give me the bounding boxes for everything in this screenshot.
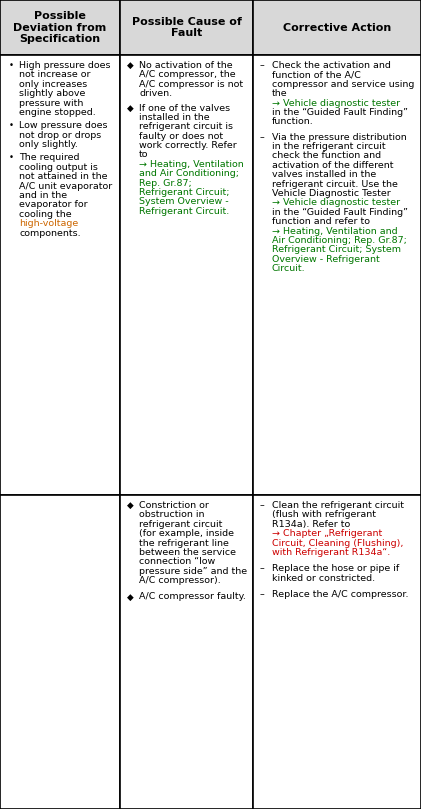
Text: Replace the hose or pipe if: Replace the hose or pipe if xyxy=(272,565,399,574)
Text: the: the xyxy=(272,89,288,98)
Text: components.: components. xyxy=(19,228,81,238)
Text: in the “Guided Fault Finding”: in the “Guided Fault Finding” xyxy=(272,208,408,217)
Text: high-voltage: high-voltage xyxy=(19,219,78,228)
Text: with Refrigerant R134a“.: with Refrigerant R134a“. xyxy=(272,548,390,557)
Text: (flush with refrigerant: (flush with refrigerant xyxy=(272,510,376,519)
Text: (for example, inside: (for example, inside xyxy=(139,529,234,538)
Text: refrigerant circuit. Use the: refrigerant circuit. Use the xyxy=(272,180,398,188)
Text: Refrigerant Circuit;: Refrigerant Circuit; xyxy=(139,188,229,197)
Text: to: to xyxy=(139,150,149,159)
Text: Refrigerant Circuit; System: Refrigerant Circuit; System xyxy=(272,245,401,254)
Text: → Chapter „Refrigerant: → Chapter „Refrigerant xyxy=(272,529,382,538)
Text: No activation of the: No activation of the xyxy=(139,61,233,70)
Text: between the service: between the service xyxy=(139,548,236,557)
Text: connection “low: connection “low xyxy=(139,557,215,566)
Text: Vehicle Diagnostic Tester: Vehicle Diagnostic Tester xyxy=(272,189,391,198)
Text: Circuit, Cleaning (Flushing),: Circuit, Cleaning (Flushing), xyxy=(272,539,403,548)
Bar xyxy=(253,0,421,55)
Text: activation of the different: activation of the different xyxy=(272,161,394,170)
Text: function and refer to: function and refer to xyxy=(272,217,370,227)
Text: •: • xyxy=(9,121,14,130)
Text: → Heating, Ventilation and: → Heating, Ventilation and xyxy=(272,227,397,235)
Text: R134a). Refer to: R134a). Refer to xyxy=(272,519,350,529)
Text: Low pressure does: Low pressure does xyxy=(19,121,107,130)
Bar xyxy=(120,0,253,55)
Text: Overview - Refrigerant: Overview - Refrigerant xyxy=(272,255,380,264)
Text: ◆: ◆ xyxy=(127,592,134,601)
Text: slightly above: slightly above xyxy=(19,89,85,98)
Text: A/C compressor).: A/C compressor). xyxy=(139,576,221,585)
Text: Constriction or: Constriction or xyxy=(139,501,209,510)
Text: evaporator for: evaporator for xyxy=(19,201,88,210)
Text: and Air Conditioning;: and Air Conditioning; xyxy=(139,169,239,178)
Text: –: – xyxy=(260,565,265,574)
Bar xyxy=(253,495,421,809)
Text: function of the A/C: function of the A/C xyxy=(272,70,361,79)
Text: cooling output is: cooling output is xyxy=(19,163,98,172)
Text: only slightly.: only slightly. xyxy=(19,140,78,149)
Text: faulty or does not: faulty or does not xyxy=(139,132,223,141)
Text: Air Conditioning; Rep. Gr.87;: Air Conditioning; Rep. Gr.87; xyxy=(272,236,407,245)
Text: installed in the: installed in the xyxy=(139,113,210,122)
Text: The required: The required xyxy=(19,154,80,163)
Bar xyxy=(0,495,120,809)
Bar xyxy=(0,0,120,55)
Text: → Heating, Ventilation: → Heating, Ventilation xyxy=(139,160,244,169)
Text: Circuit.: Circuit. xyxy=(272,264,306,273)
Text: •: • xyxy=(9,154,14,163)
Text: refrigerant circuit is: refrigerant circuit is xyxy=(139,122,233,131)
Text: High pressure does: High pressure does xyxy=(19,61,110,70)
Text: → Vehicle diagnostic tester: → Vehicle diagnostic tester xyxy=(272,99,400,108)
Text: kinked or constricted.: kinked or constricted. xyxy=(272,574,375,582)
Text: in the “Guided Fault Finding”: in the “Guided Fault Finding” xyxy=(272,108,408,117)
Text: Possible Cause of
Fault: Possible Cause of Fault xyxy=(131,17,241,38)
Text: not drop or drops: not drop or drops xyxy=(19,131,101,140)
Text: only increases: only increases xyxy=(19,80,87,89)
Text: not attained in the: not attained in the xyxy=(19,172,107,181)
Text: in the refrigerant circuit: in the refrigerant circuit xyxy=(272,142,386,151)
Text: work correctly. Refer: work correctly. Refer xyxy=(139,141,237,150)
Text: not increase or: not increase or xyxy=(19,70,91,79)
Bar xyxy=(0,55,120,495)
Text: Clean the refrigerant circuit: Clean the refrigerant circuit xyxy=(272,501,404,510)
Text: A/C compressor is not: A/C compressor is not xyxy=(139,80,243,89)
Text: and in the: and in the xyxy=(19,191,67,200)
Text: •: • xyxy=(9,61,14,70)
Text: function.: function. xyxy=(272,117,314,126)
Text: Refrigerant Circuit.: Refrigerant Circuit. xyxy=(139,207,229,216)
Text: A/C compressor, the: A/C compressor, the xyxy=(139,70,236,79)
Text: → Vehicle diagnostic tester: → Vehicle diagnostic tester xyxy=(272,198,400,207)
Bar xyxy=(253,55,421,495)
Bar xyxy=(120,55,253,495)
Text: –: – xyxy=(260,133,265,142)
Text: ◆: ◆ xyxy=(127,104,134,112)
Text: Rep. Gr.87;: Rep. Gr.87; xyxy=(139,179,192,188)
Text: Corrective Action: Corrective Action xyxy=(283,23,391,32)
Text: pressure with: pressure with xyxy=(19,99,83,108)
Text: Check the activation and: Check the activation and xyxy=(272,61,391,70)
Text: refrigerant circuit: refrigerant circuit xyxy=(139,519,222,529)
Text: pressure side” and the: pressure side” and the xyxy=(139,566,247,576)
Text: A/C compressor faulty.: A/C compressor faulty. xyxy=(139,592,246,601)
Text: –: – xyxy=(260,61,265,70)
Text: System Overview -: System Overview - xyxy=(139,197,229,206)
Text: the refrigerant line: the refrigerant line xyxy=(139,539,229,548)
Text: If one of the valves: If one of the valves xyxy=(139,104,230,112)
Text: ◆: ◆ xyxy=(127,61,134,70)
Text: check the function and: check the function and xyxy=(272,151,381,160)
Text: compressor and service using: compressor and service using xyxy=(272,80,414,89)
Text: engine stopped.: engine stopped. xyxy=(19,108,96,117)
Text: obstruction in: obstruction in xyxy=(139,510,205,519)
Text: ◆: ◆ xyxy=(127,501,134,510)
Text: A/C unit evaporator: A/C unit evaporator xyxy=(19,181,112,191)
Text: valves installed in the: valves installed in the xyxy=(272,170,376,180)
Text: –: – xyxy=(260,590,265,599)
Text: driven.: driven. xyxy=(139,89,172,98)
Bar xyxy=(120,495,253,809)
Text: cooling the: cooling the xyxy=(19,210,72,218)
Text: –: – xyxy=(260,501,265,510)
Text: Via the pressure distribution: Via the pressure distribution xyxy=(272,133,407,142)
Text: Replace the A/C compressor.: Replace the A/C compressor. xyxy=(272,590,408,599)
Text: Possible
Deviation from
Specification: Possible Deviation from Specification xyxy=(13,11,107,44)
